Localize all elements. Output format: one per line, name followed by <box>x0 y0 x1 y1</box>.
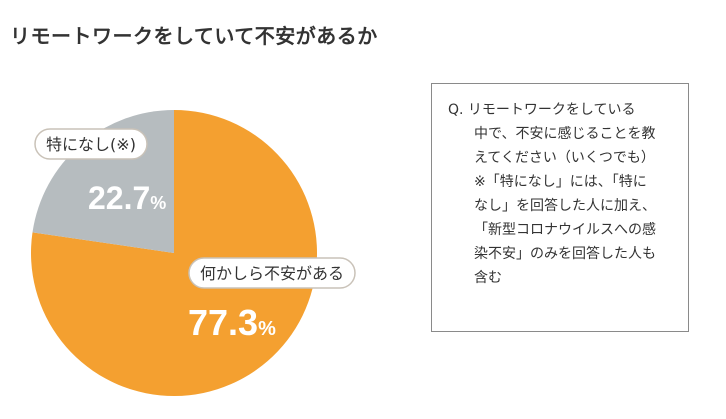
slice-label-group: 何かしら不安がある 77.3% <box>188 257 356 343</box>
question-line: 染不安」のみを回答した人も <box>474 246 656 262</box>
slice-value: 22.7% <box>88 180 166 216</box>
slice-label-group: 特になし(※) 22.7% <box>34 128 166 216</box>
pie-slice-anxious <box>30 110 317 396</box>
slice-value-number: 22.7 <box>88 180 150 216</box>
chart-title: リモートワークをしていて不安があるか <box>10 24 378 48</box>
question-line: 含む <box>474 270 502 286</box>
label-bubble <box>34 128 148 160</box>
question-line: 「新型コロナウイルスへの感 <box>474 222 656 238</box>
question-line: 中で、不安に感じることを教 <box>474 126 656 142</box>
question-line: ※「特になし」には、「特に <box>474 174 647 190</box>
question-note-box: Q. リモートワークをしている 中で、不安に感じることを教 えてください（いくつ… <box>431 83 689 332</box>
question-line: えてください（いくつでも） <box>474 150 655 166</box>
slice-label: 特になし(※) <box>46 135 136 154</box>
question-line: Q. リモートワークをしている <box>448 102 636 118</box>
label-bubble <box>188 257 356 289</box>
question-line: なし」を回答した人に加え、 <box>474 198 656 214</box>
slice-value: 77.3% <box>188 302 276 343</box>
slice-value-number: 77.3 <box>188 302 258 343</box>
slice-value-unit: % <box>150 193 166 213</box>
slice-label: 何かしら不安がある <box>200 264 344 283</box>
slice-value-unit: % <box>258 318 276 340</box>
